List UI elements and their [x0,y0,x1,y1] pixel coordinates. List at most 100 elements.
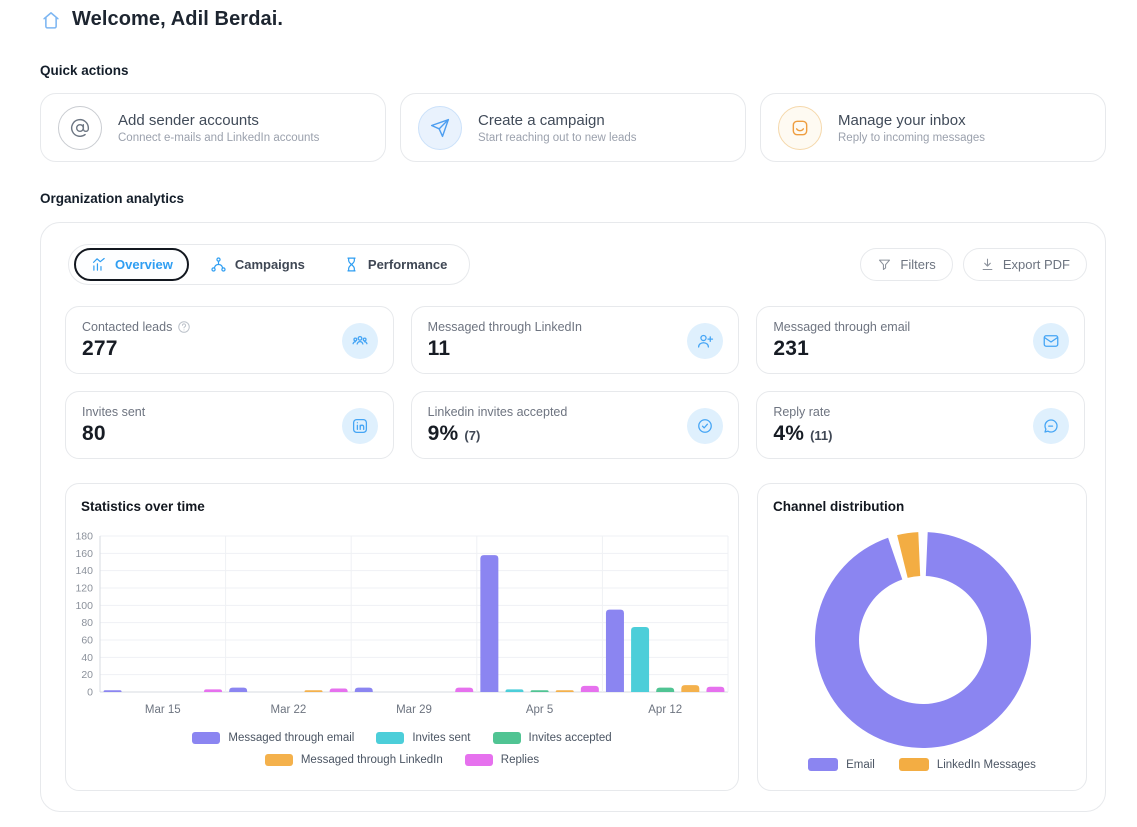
stat-card: Linkedin invites accepted 9% (7) [410,391,740,459]
stat-value: 80 [82,422,106,445]
svg-text:80: 80 [81,617,93,629]
bar-chart: 0 20 40 60 80 100 120 140 160 180 Mar 15 Mar 22 Mar … [74,528,734,724]
svg-text:180: 180 [75,531,93,543]
tab-performance[interactable]: Performance [326,248,464,281]
campaigns-icon [210,256,227,273]
linkedin-icon [351,417,369,435]
stat-label: Invites sent [82,405,146,419]
svg-text:20: 20 [81,669,93,681]
export-pdf-label: Export PDF [1002,257,1070,272]
download-icon [980,257,995,272]
panel-actions: Filters Export PDF [860,248,1087,281]
home-icon[interactable] [40,9,62,31]
legend-swatch [192,732,221,744]
stat-grid: Contacted leads 277 Messaged through Lin… [65,306,1085,459]
stat-value: 4% [773,422,805,445]
stat-value: 11 [427,337,451,360]
svg-text:Mar 29: Mar 29 [396,704,432,716]
svg-text:100: 100 [75,600,93,612]
svg-text:Mar 22: Mar 22 [271,704,307,716]
stat-label: Contacted leads [82,320,173,334]
svg-text:0: 0 [87,687,93,699]
tab-label: Campaigns [234,257,305,272]
inbox-icon [778,105,822,150]
quick-action-title: Add sender accounts [118,111,259,129]
stat-card: Reply rate 4% (11) [756,391,1085,459]
help-circle-icon[interactable] [177,320,191,334]
legend-item[interactable]: Invites accepted [492,732,612,744]
filters-label: Filters [900,257,936,272]
stat-card: Contacted leads 277 [65,306,394,374]
donut-chart-title: Channel distribution [773,499,905,514]
tab-overview[interactable]: Overview [74,248,189,281]
tab-campaigns[interactable]: Campaigns [193,248,322,281]
send-icon [430,118,450,138]
quick-action-subtitle: Reply to incoming messages [838,131,986,144]
stat-card: Invites sent 80 [65,391,394,459]
legend-label: Invites accepted [528,732,612,744]
stat-value: 277 [82,337,118,360]
legend-item[interactable]: Replies [464,754,540,766]
filters-button[interactable]: Filters [860,248,953,281]
statistics-over-time-card: Statistics over time 0 20 40 60 80 100 120 140 1… [65,483,739,791]
legend-item[interactable]: Messaged through LinkedIn [264,754,443,766]
stat-card: Messaged through LinkedIn 11 [410,306,740,374]
channel-distribution-card: Channel distribution Email LinkedIn Messa… [757,483,1087,791]
legend-swatch [376,732,405,744]
overview-chart-icon [90,256,107,273]
legend-item[interactable]: Messaged through email [192,732,354,744]
svg-text:60: 60 [81,635,93,647]
donut-chart-legend: Email LinkedIn Messages [758,758,1086,771]
stat-label: Linkedin invites accepted [427,405,568,419]
user-plus-icon [696,332,714,350]
svg-text:140: 140 [75,565,93,577]
svg-text:160: 160 [75,548,93,560]
analytics-panel: Overview Campaigns Performance Filters E… [40,222,1106,812]
performance-icon [343,256,360,273]
legend-swatch [264,754,293,766]
svg-text:Apr 12: Apr 12 [648,704,682,716]
legend-swatch [808,758,839,771]
check-circle-icon [696,417,714,435]
tab-label: Performance [367,257,448,272]
stat-card: Messaged through email 231 [756,306,1085,374]
quick-action-subtitle: Start reaching out to new leads [478,131,637,144]
svg-text:120: 120 [75,583,93,595]
legend-label: Messaged through email [228,732,355,744]
bar-chart-title: Statistics over time [81,499,205,514]
send-icon [418,105,462,150]
legend-label: Invites sent [412,732,471,744]
create-campaign-card[interactable]: Create a campaign Start reaching out to … [400,93,746,162]
svg-text:Apr 5: Apr 5 [526,704,554,716]
at-sign-icon [70,118,90,138]
legend-label: LinkedIn Messages [936,758,1036,771]
legend-label: Replies [500,754,540,766]
quick-action-title: Manage your inbox [838,111,966,129]
inbox-icon [790,118,810,138]
legend-swatch [492,732,521,744]
quick-actions-row: Add sender accounts Connect e-mails and … [40,93,1106,162]
page-title: Welcome, Adil Berdai. [72,8,284,30]
add-sender-accounts-card[interactable]: Add sender accounts Connect e-mails and … [40,93,386,162]
chat-icon [1042,417,1060,435]
donut-chart [803,520,1043,760]
analytics-tabs: Overview Campaigns Performance [68,244,471,285]
legend-swatch [898,758,929,771]
stat-suffix: (11) [810,428,833,443]
stat-label: Messaged through LinkedIn [427,320,582,334]
organization-analytics-heading: Organization analytics [40,191,185,206]
legend-label: Email [846,758,875,771]
quick-action-title: Create a campaign [478,111,605,129]
stat-suffix: (7) [464,428,481,443]
svg-text:40: 40 [81,652,93,664]
mail-icon [1042,332,1060,350]
legend-label: Messaged through LinkedIn [300,754,443,766]
tab-label: Overview [115,257,173,272]
legend-item[interactable]: Email [808,758,875,771]
svg-text:Mar 15: Mar 15 [145,704,181,716]
legend-item[interactable]: LinkedIn Messages [898,758,1036,771]
stat-value: 9% [427,422,459,445]
export-pdf-button[interactable]: Export PDF [962,248,1087,281]
manage-inbox-card[interactable]: Manage your inbox Reply to incoming mess… [760,93,1106,162]
legend-item[interactable]: Invites sent [376,732,471,744]
